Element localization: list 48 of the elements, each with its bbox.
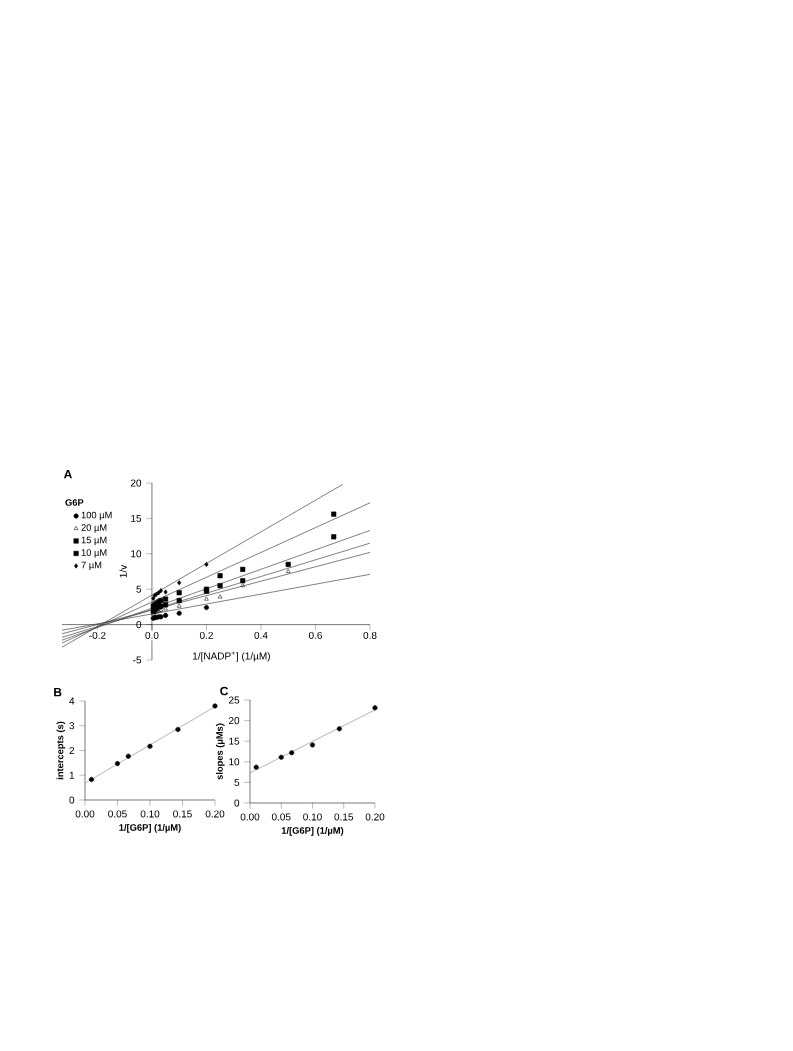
- legend-label: 10 µM: [81, 549, 107, 558]
- y-tick-label: 25: [228, 696, 240, 704]
- x-tick-label: 0.4: [254, 631, 268, 639]
- x-tick-label: 0.10: [303, 813, 322, 821]
- y-tick-label: 20: [228, 717, 240, 725]
- y-axis-title: intercepts (s): [56, 721, 66, 780]
- y-tick-label: 2: [69, 747, 75, 754]
- legend-label: 20 µM: [81, 524, 107, 533]
- chart-title: C: [220, 686, 229, 696]
- x-tick-label: 0.20: [365, 813, 385, 821]
- y-tick-label: 15: [131, 514, 142, 522]
- x-axis-title: 1/[NADP$^{+}$] (1/µM): [193, 651, 270, 662]
- y-tick-label: 15: [229, 737, 240, 745]
- legend-label: 7 µM: [81, 561, 102, 571]
- legend-title: G6P: [65, 499, 84, 506]
- chart-title: A: [63, 470, 72, 479]
- y-tick-label: 0: [136, 621, 142, 629]
- y-tick-label: 20: [130, 479, 142, 487]
- x-tick-label: 0.8: [363, 631, 377, 639]
- chart-title: B: [54, 688, 62, 697]
- x-tick-label: 0.6: [308, 631, 322, 639]
- y-tick-label: 0: [234, 799, 240, 807]
- x-tick-label: 0.20: [205, 810, 225, 818]
- x-tick-label: 0.15: [173, 810, 192, 818]
- x-tick-label: 0.05: [271, 813, 291, 821]
- x-tick-label: 0.00: [75, 810, 95, 818]
- x-tick-label: -0.2: [89, 631, 106, 639]
- y-tick-label: 10: [131, 550, 142, 558]
- x-tick-label: 0.00: [240, 813, 260, 821]
- y-axis-title: 1/v: [119, 564, 127, 578]
- y-axis-title: slopes (µMs): [215, 723, 225, 780]
- x-axis-title: 1/[G6P] (1/µM): [281, 826, 344, 836]
- x-tick-label: 0.0: [145, 631, 159, 639]
- x-tick-label: 0.10: [140, 810, 160, 818]
- x-axis-title: 1/[G6P] (1/µM): [119, 823, 181, 833]
- legend-label: 15 µM: [81, 536, 107, 546]
- legend-label: 100 µM: [81, 511, 112, 521]
- y-tick-label: 5: [136, 585, 142, 593]
- y-tick-label: 3: [69, 722, 75, 730]
- x-tick-label: 0.15: [334, 813, 354, 821]
- y-tick-label: 5: [234, 778, 240, 786]
- y-tick-label: 1: [69, 771, 75, 779]
- x-tick-label: 0.05: [108, 810, 127, 818]
- x-tick-label: 0.2: [199, 631, 213, 639]
- y-tick-label: 0: [69, 796, 75, 804]
- y-tick-label: -5: [133, 656, 142, 664]
- y-tick-label: 10: [229, 758, 240, 766]
- y-tick-label: 4: [69, 697, 75, 705]
